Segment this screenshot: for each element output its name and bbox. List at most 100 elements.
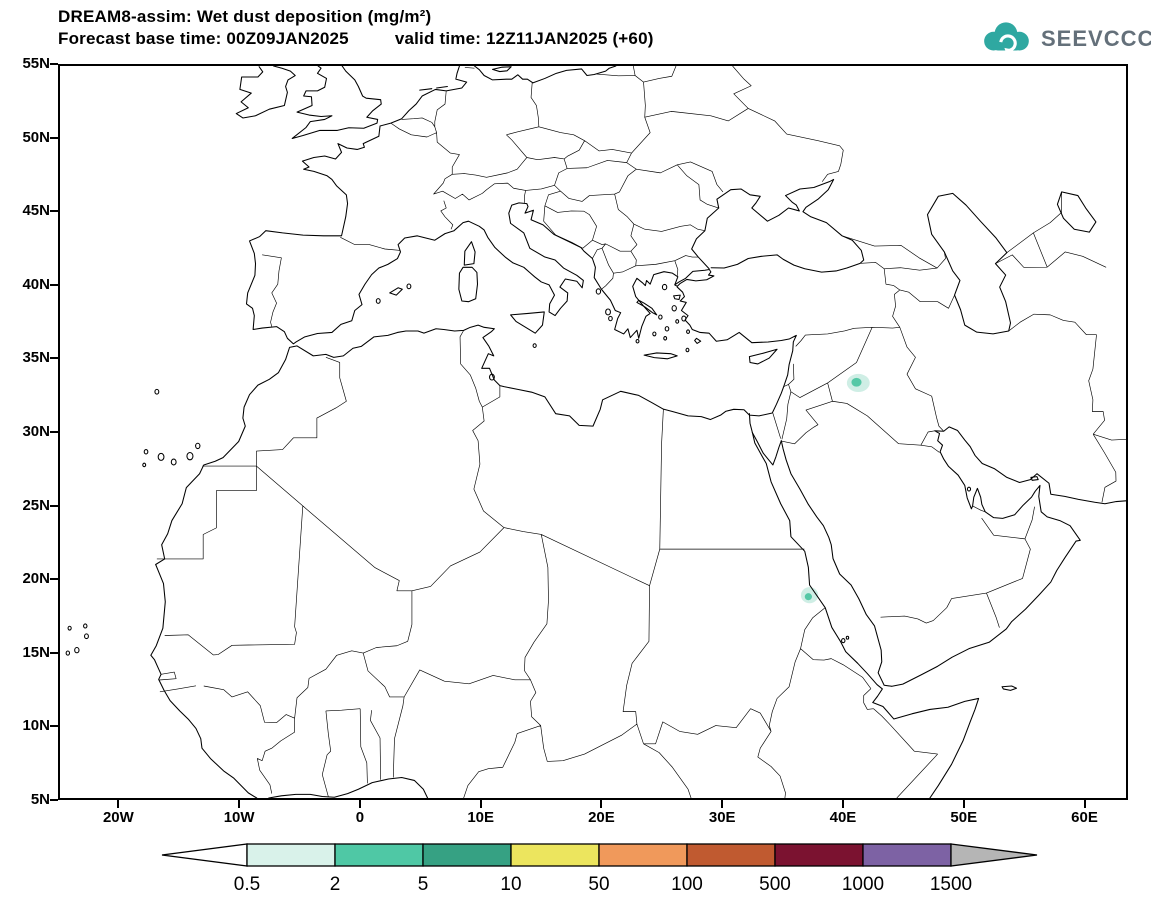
deposition-spots-layer: [800, 373, 870, 604]
deposit-iraq-inner: [851, 377, 862, 387]
small-island: [155, 389, 159, 394]
small-island: [376, 299, 380, 304]
lon-tick-label: 20W: [102, 809, 134, 826]
small-island: [84, 624, 87, 628]
small-island: [659, 315, 662, 319]
small-island: [846, 636, 848, 639]
lon-tick-label: 40E: [829, 809, 857, 826]
colorbar-right-arrow: [950, 843, 1038, 867]
coast-black-sea: [692, 179, 864, 272]
small-island: [490, 374, 495, 380]
colorbar-label: 0.5: [234, 874, 260, 895]
small-island: [533, 344, 536, 348]
small-island: [187, 452, 193, 459]
colorbar-segment-6: [774, 843, 864, 867]
border-lines: [157, 66, 1126, 798]
lat-tick-mark: [50, 283, 58, 286]
small-island: [606, 309, 611, 315]
islands: [66, 67, 1038, 691]
lat-tick-mark: [50, 136, 58, 139]
lat-tick-label: 45N: [22, 202, 50, 220]
small-island: [687, 330, 690, 334]
lon-tick-label: 50E: [950, 809, 978, 826]
lon-tick-mark: [479, 800, 482, 808]
lat-tick-label: 20N: [22, 570, 50, 588]
lat-tick-label: 5N: [30, 791, 50, 808]
coast-red-sea-africa-horn: [752, 433, 978, 798]
frisian-islands: [420, 89, 432, 90]
lon-tick-mark: [962, 800, 965, 808]
color-scale: 0.5 2 5 10 50 100 500 1000 1500: [161, 843, 1038, 895]
lat-tick-mark: [50, 357, 58, 360]
lat-tick-mark: [50, 578, 58, 581]
lon-tick-label: 60E: [1071, 809, 1098, 826]
lat-tick-mark: [50, 431, 58, 433]
lon-tick-mark: [238, 800, 241, 808]
figure-title: DREAM8-assim: Wet dust deposition (mg/m²…: [58, 7, 432, 26]
lon-tick-mark: [841, 800, 844, 808]
small-island: [171, 459, 176, 465]
coast-aral-sea: [1057, 192, 1096, 232]
valid-time: valid time: 12Z11JAN2025 (+60): [394, 29, 654, 48]
deposit-sudan-inner: [804, 593, 812, 601]
suez-canal: [749, 414, 752, 433]
lon-tick-label: 10W: [223, 809, 255, 826]
small-island: [664, 337, 667, 341]
colorbar-left-arrow: [161, 843, 248, 867]
major-islands: [390, 67, 1039, 691]
colorbar-label: 50: [588, 874, 609, 895]
small-island: [653, 332, 656, 336]
colorbar-segment-7: [862, 843, 952, 867]
lat-tick-label: 15N: [22, 643, 50, 661]
lat-tick-mark: [50, 210, 58, 213]
colorbar-label: 10: [500, 874, 521, 895]
colorbar-label: 500: [759, 874, 791, 895]
colorbar-segment-2: [422, 843, 512, 867]
small-island: [144, 450, 148, 454]
small-island: [596, 289, 600, 294]
lon-tick-mark: [600, 800, 603, 808]
small-island: [672, 306, 676, 311]
small-island: [676, 320, 679, 324]
lat-tick-label: 55N: [22, 55, 50, 72]
lat-tick-label: 10N: [22, 717, 50, 735]
map-frame: [58, 64, 1128, 800]
frisian-islands: [437, 86, 448, 87]
coast-marmara-sea: [675, 269, 714, 286]
lon-tick-label: 10E: [467, 809, 495, 826]
coast-europe-mediterranean: [246, 66, 677, 344]
small-island: [85, 634, 89, 639]
small-island: [662, 284, 666, 289]
lon-tick-mark: [721, 800, 724, 808]
figure-subtitle: Forecast base time: 00Z09JAN2025 valid ti…: [58, 29, 654, 49]
small-island: [665, 327, 669, 331]
lat-tick-mark: [50, 63, 58, 65]
lat-tick-mark: [50, 651, 58, 654]
colorbar-label: 1000: [842, 874, 884, 895]
coast-ireland: [236, 66, 295, 118]
small-island: [407, 284, 411, 289]
small-island: [682, 316, 686, 321]
colorbar-segment-4: [598, 843, 688, 867]
seevccc-logo: SEEVCCC: [980, 20, 1151, 56]
small-island: [143, 463, 146, 467]
small-island: [842, 639, 845, 643]
small-island: [68, 626, 71, 630]
coastlines: [151, 66, 1126, 798]
colorbar-label: 2: [330, 874, 341, 895]
colorbar-segment-0: [246, 843, 336, 867]
lat-tick-mark: [50, 725, 58, 728]
colorbar-label: 1500: [930, 874, 972, 895]
forecast-base-time: Forecast base time: 00Z09JAN2025: [58, 29, 349, 48]
small-island: [66, 651, 69, 655]
country-borders: [157, 66, 1126, 798]
lat-tick-mark: [50, 504, 58, 507]
lat-tick-label: 25N: [22, 496, 50, 514]
logo-text: SEEVCCC: [1041, 26, 1151, 51]
lat-tick-mark: [50, 799, 58, 801]
lon-tick-label: 20E: [588, 809, 615, 826]
small-island: [196, 443, 200, 448]
lat-tick-label: 40N: [22, 275, 50, 293]
lat-tick-label: 35N: [22, 349, 50, 367]
